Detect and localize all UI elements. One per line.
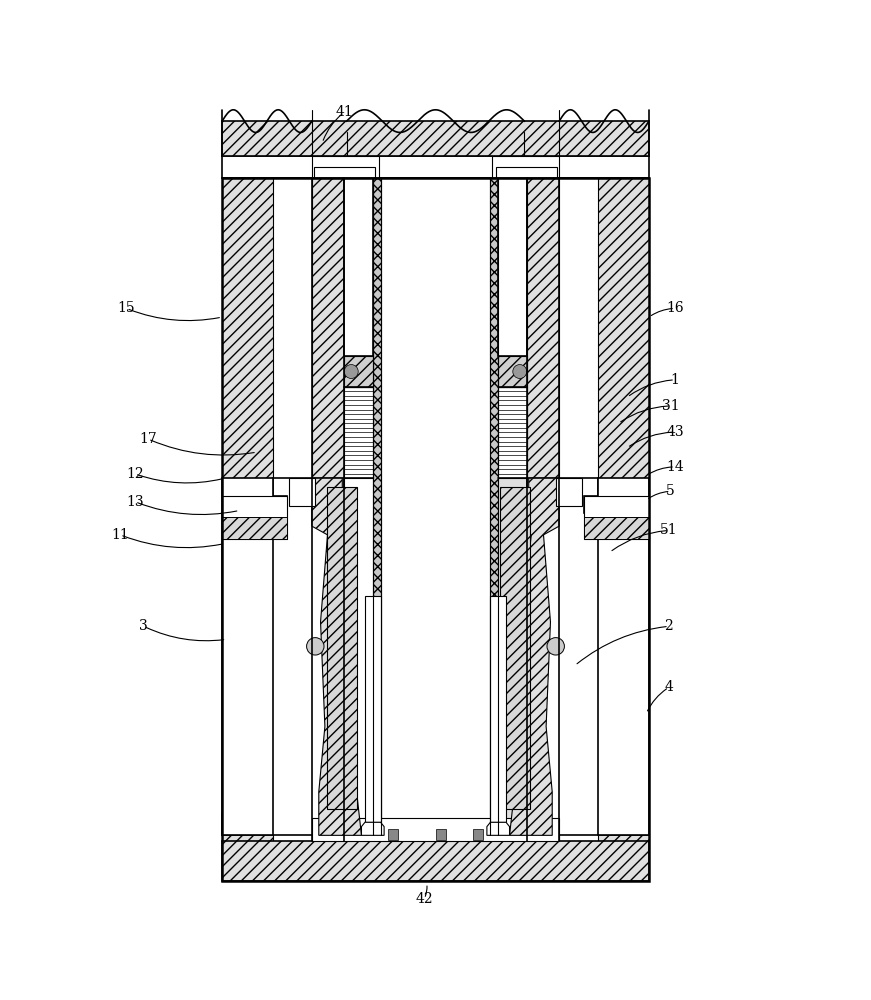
Bar: [222, 178, 649, 881]
FancyArrowPatch shape: [621, 406, 668, 422]
Circle shape: [513, 365, 527, 378]
Text: 42: 42: [415, 892, 433, 906]
Bar: [365, 596, 381, 822]
Bar: [312, 818, 559, 841]
FancyArrowPatch shape: [649, 492, 668, 498]
FancyArrowPatch shape: [630, 380, 672, 396]
Bar: [496, 167, 557, 178]
Polygon shape: [222, 478, 344, 835]
Bar: [490, 596, 506, 822]
Polygon shape: [510, 478, 559, 835]
FancyArrowPatch shape: [630, 432, 672, 446]
Polygon shape: [527, 478, 649, 835]
Circle shape: [307, 638, 324, 655]
Text: 51: 51: [660, 523, 678, 537]
Bar: [373, 178, 381, 835]
Bar: [381, 178, 490, 835]
FancyArrowPatch shape: [129, 309, 219, 321]
Text: 2: 2: [665, 619, 673, 633]
Bar: [388, 829, 398, 840]
FancyArrowPatch shape: [151, 440, 254, 455]
Bar: [344, 356, 373, 387]
Bar: [436, 829, 446, 840]
Bar: [559, 478, 598, 835]
Bar: [473, 829, 483, 840]
Polygon shape: [487, 822, 510, 835]
Bar: [584, 496, 649, 539]
FancyArrowPatch shape: [146, 627, 224, 641]
Bar: [314, 167, 375, 178]
Text: 12: 12: [126, 467, 144, 481]
Circle shape: [547, 638, 564, 655]
Polygon shape: [361, 822, 384, 835]
Bar: [312, 156, 379, 178]
FancyArrowPatch shape: [647, 689, 666, 711]
Text: 4: 4: [665, 680, 673, 694]
Bar: [556, 478, 582, 506]
Text: 1: 1: [671, 373, 679, 387]
Bar: [584, 517, 649, 539]
FancyArrowPatch shape: [425, 886, 427, 896]
Bar: [222, 496, 287, 539]
Bar: [222, 841, 649, 881]
Bar: [500, 487, 530, 809]
FancyArrowPatch shape: [577, 627, 666, 664]
Bar: [222, 156, 649, 178]
FancyArrowPatch shape: [612, 531, 666, 551]
FancyArrowPatch shape: [323, 114, 342, 140]
FancyArrowPatch shape: [123, 536, 222, 548]
Bar: [517, 165, 559, 178]
Polygon shape: [222, 478, 287, 835]
Bar: [273, 478, 312, 835]
FancyArrowPatch shape: [138, 475, 222, 483]
Bar: [344, 387, 373, 478]
Bar: [498, 478, 527, 835]
Polygon shape: [584, 478, 649, 835]
Text: 14: 14: [666, 460, 684, 474]
Bar: [312, 165, 354, 178]
Bar: [527, 178, 559, 841]
Bar: [498, 178, 527, 356]
Bar: [312, 178, 344, 841]
Bar: [490, 178, 498, 835]
Text: 3: 3: [139, 619, 148, 633]
Text: 16: 16: [666, 301, 684, 315]
Bar: [273, 478, 344, 835]
Text: 5: 5: [666, 484, 675, 498]
Bar: [498, 356, 527, 387]
Bar: [598, 178, 649, 841]
Bar: [327, 487, 357, 809]
Text: 31: 31: [662, 399, 679, 413]
FancyArrowPatch shape: [649, 467, 672, 474]
Text: 41: 41: [335, 105, 353, 119]
Text: 13: 13: [126, 495, 144, 509]
FancyArrowPatch shape: [138, 503, 237, 515]
Polygon shape: [312, 478, 361, 835]
Circle shape: [344, 365, 358, 378]
FancyArrowPatch shape: [652, 309, 672, 316]
Text: 11: 11: [111, 528, 129, 542]
Text: 43: 43: [666, 425, 684, 439]
Bar: [289, 478, 315, 506]
Text: 15: 15: [118, 301, 135, 315]
Bar: [344, 178, 373, 356]
Bar: [222, 517, 287, 539]
Bar: [222, 178, 273, 841]
Text: 17: 17: [139, 432, 157, 446]
Bar: [492, 156, 559, 178]
Bar: [498, 387, 527, 478]
Bar: [222, 121, 649, 156]
